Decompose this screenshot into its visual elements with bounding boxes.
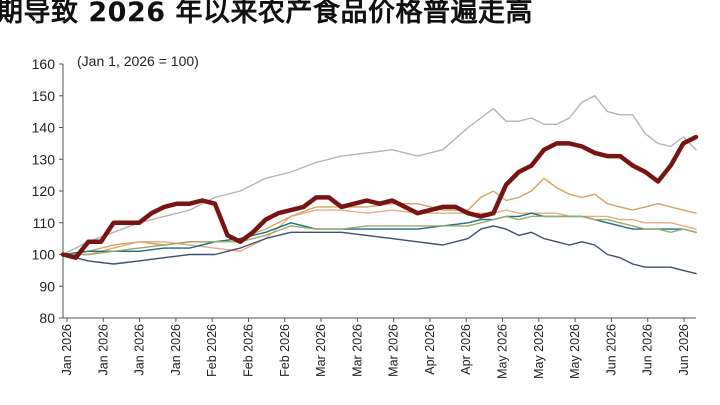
y-tick-label: 90 — [39, 278, 55, 294]
x-tick-label: Feb 2026 — [241, 324, 255, 377]
x-tick-label: Jun 2026 — [604, 324, 618, 375]
y-tick-label: 150 — [32, 88, 56, 104]
y-tick-label: 130 — [32, 151, 56, 167]
x-tick-label: Jan 2026 — [169, 324, 183, 375]
x-tick-label: Feb 2026 — [205, 324, 219, 377]
series-line-7 — [62, 225, 697, 275]
chart-index-note: (Jan 1, 2026 = 100) — [77, 53, 199, 69]
x-tick-label: May 2026 — [568, 324, 582, 379]
x-tick-label: Mar 2026 — [350, 324, 364, 377]
series-line-6 — [62, 215, 697, 256]
x-tick-label: Mar 2026 — [387, 324, 401, 377]
series-line-1 — [60, 134, 699, 260]
chart-axes: 80 90 100 110 120 130 140 150 160 Jan 2026 Jan 202… — [32, 56, 696, 379]
x-tick-label: Jan 2026 — [96, 324, 110, 375]
x-tick-label: Mar 2026 — [314, 324, 328, 377]
page-title: 期导致 2026 年以来农产食品价格普遍走高 — [0, 0, 533, 28]
y-tick-label: 100 — [32, 247, 56, 263]
y-tick-label: 80 — [39, 310, 55, 326]
x-tick-label: Jun 2026 — [641, 324, 655, 375]
series-line-4 — [62, 209, 697, 256]
chart-series-layer — [60, 95, 699, 275]
series-line-5 — [62, 212, 697, 256]
x-tick-label: Feb 2026 — [278, 324, 292, 377]
x-tick-label: Jun 2026 — [677, 324, 691, 375]
y-tick-label: 140 — [32, 120, 56, 136]
x-tick-label: Apr 2026 — [423, 324, 437, 375]
y-tick-label: 120 — [32, 183, 56, 199]
x-tick-label: Apr 2026 — [459, 324, 473, 375]
x-tick-label: May 2026 — [496, 324, 510, 379]
y-tick-label: 110 — [33, 215, 56, 231]
series-line-2 — [62, 95, 697, 256]
x-tick-label: Jan 2026 — [133, 324, 147, 375]
x-tick-label: May 2026 — [532, 324, 546, 379]
x-tick-label: Jan 2026 — [60, 324, 74, 375]
y-tick-label: 160 — [32, 56, 56, 72]
